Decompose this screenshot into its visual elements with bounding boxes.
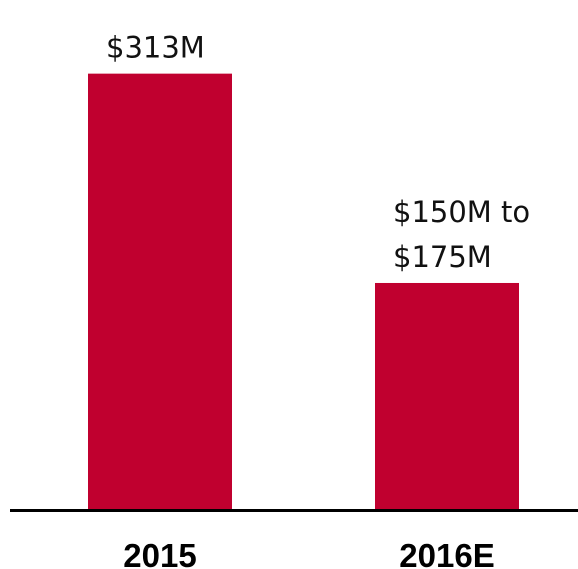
data-label-2016e-line-1: $150M to: [393, 195, 530, 229]
bars-group: [88, 73, 519, 510]
data-label-2016e-line-2: $175M: [393, 240, 492, 274]
data-label-2015: $313M: [106, 31, 205, 65]
category-label-2015: 2015: [123, 537, 196, 569]
labels-group: $313M 2015 $150M to $175M 2016E: [106, 31, 530, 569]
category-label-2016e: 2016E: [399, 537, 494, 569]
bar-2015: [88, 73, 232, 510]
bar-2016e: [375, 282, 519, 509]
